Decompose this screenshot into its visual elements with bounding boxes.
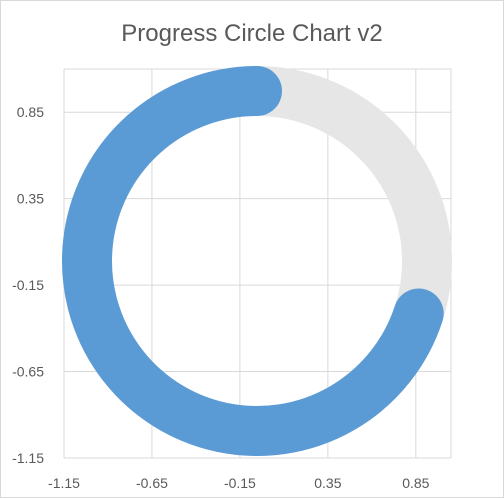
x-tick-label-0: -1.15 — [48, 475, 80, 491]
progress-arc — [62, 66, 444, 456]
y-tick-label-2: -0.15 — [12, 277, 44, 293]
y-tick-label-0: 0.85 — [17, 104, 44, 120]
chart-title: Progress Circle Chart v2 — [121, 20, 383, 47]
x-axis-tick-labels: -1.15 -0.65 -0.15 0.35 0.85 — [48, 475, 430, 491]
x-tick-label-3: 0.35 — [314, 475, 341, 491]
progress-ring — [62, 66, 452, 456]
y-tick-label-3: -0.65 — [12, 364, 44, 380]
y-tick-label-4: -1.15 — [12, 450, 44, 466]
x-tick-label-2: -0.15 — [224, 475, 256, 491]
y-tick-label-1: 0.35 — [17, 191, 44, 207]
x-tick-label-4: 0.85 — [402, 475, 429, 491]
y-axis-tick-labels: 0.85 0.35 -0.15 -0.65 -1.15 — [12, 104, 44, 466]
x-tick-label-1: -0.65 — [136, 475, 168, 491]
